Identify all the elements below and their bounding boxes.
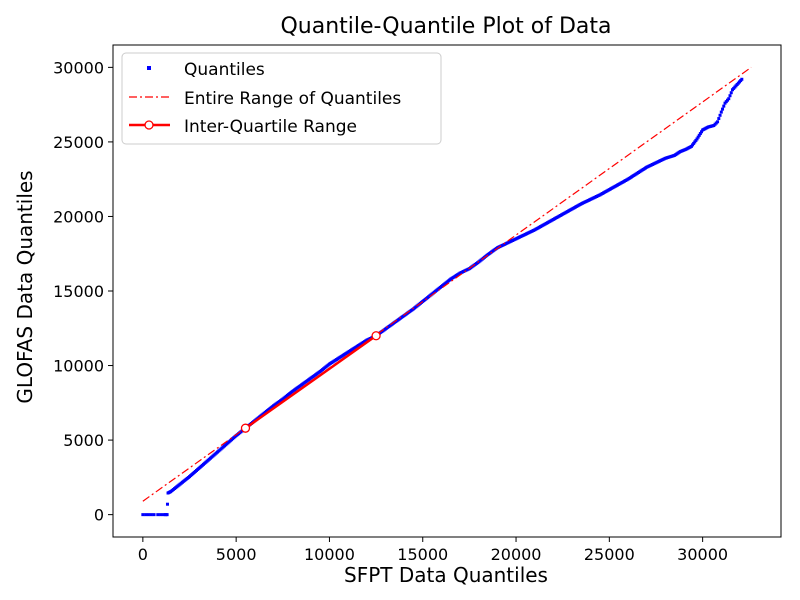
quantile-point xyxy=(695,137,699,141)
quantile-point xyxy=(722,104,726,108)
quantile-point xyxy=(717,117,721,121)
quantile-point xyxy=(700,130,704,134)
quantile-point xyxy=(721,107,725,111)
x-tick-label: 15000 xyxy=(397,545,448,564)
quantile-point xyxy=(161,513,165,517)
quantile-point xyxy=(141,513,145,517)
x-tick-label: 10000 xyxy=(304,545,355,564)
y-tick-label: 0 xyxy=(94,506,104,525)
quantile-point xyxy=(165,513,169,517)
legend-label-entire-range: Entire Range of Quantiles xyxy=(184,89,401,109)
legend: Quantiles Entire Range of Quantiles Inte… xyxy=(121,52,442,145)
y-axis-ticks: 0 5000 10000 15000 20000 25000 30000 xyxy=(53,58,113,525)
quantile-point xyxy=(727,97,731,101)
y-axis-label: GLOFAS Data Quantiles xyxy=(13,170,37,403)
x-axis-ticks: 0 5000 10000 15000 20000 25000 30000 xyxy=(138,537,728,564)
quantile-point xyxy=(146,513,150,517)
quantile-point xyxy=(144,513,148,517)
quantile-point xyxy=(156,513,160,517)
legend-label-quantiles: Quantiles xyxy=(184,60,265,80)
iqr-marker xyxy=(371,331,381,341)
quantile-point xyxy=(728,94,732,98)
quantile-point xyxy=(716,120,720,124)
quantile-point xyxy=(718,113,722,117)
y-tick-label: 10000 xyxy=(53,357,104,376)
x-tick-label: 5000 xyxy=(216,545,257,564)
x-tick-label: 30000 xyxy=(677,545,728,564)
x-tick-label: 25000 xyxy=(584,545,635,564)
x-tick-label: 20000 xyxy=(491,545,542,564)
legend-marker-quantiles xyxy=(147,66,151,70)
quantile-point xyxy=(149,513,153,517)
y-tick-label: 20000 xyxy=(53,207,104,226)
quantile-point xyxy=(729,91,733,95)
quantile-point xyxy=(696,135,700,139)
quantile-point xyxy=(152,513,156,517)
y-tick-label: 25000 xyxy=(53,133,104,152)
quantile-point xyxy=(165,502,169,506)
quantile-point xyxy=(719,110,723,114)
y-tick-label: 15000 xyxy=(53,282,104,301)
chart-title: Quantile-Quantile Plot of Data xyxy=(280,14,611,39)
quantile-point xyxy=(740,77,744,81)
legend-box xyxy=(121,52,442,145)
y-tick-label: 5000 xyxy=(63,431,104,450)
x-tick-label: 0 xyxy=(138,545,148,564)
quantile-point xyxy=(698,132,702,136)
quantile-point xyxy=(697,133,701,137)
iqr-marker xyxy=(240,423,251,433)
legend-marker-iqr xyxy=(144,120,154,130)
quantile-point xyxy=(159,513,163,517)
legend-label-iqr: Inter-Quartile Range xyxy=(184,117,357,137)
x-axis-label: SFPT Data Quantiles xyxy=(344,563,548,587)
y-tick-label: 30000 xyxy=(53,58,104,77)
plot-area xyxy=(141,66,752,517)
iqr-line xyxy=(244,334,377,430)
